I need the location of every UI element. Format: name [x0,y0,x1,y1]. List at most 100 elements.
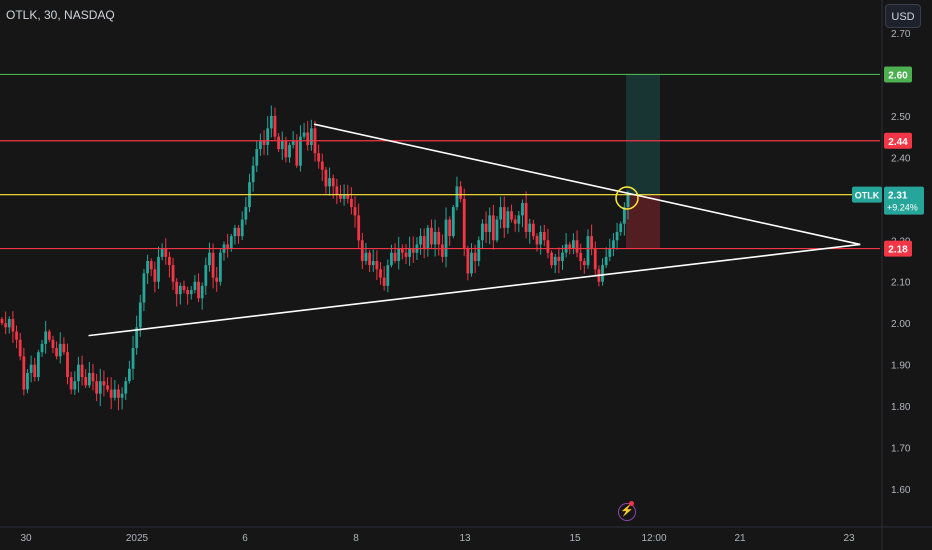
candle-body [168,256,171,266]
candle-body [153,269,157,282]
candle-body [542,231,546,241]
candle-body [444,219,448,257]
candle-body [535,236,539,245]
candle-body [84,377,88,386]
horizontal-lines [0,73,880,250]
current-price-bg [884,186,924,215]
candle-body [91,372,95,382]
candle-body [113,389,117,398]
candle-body [182,285,186,291]
candle-body [615,231,619,241]
candle-body [7,319,11,328]
candle-body [390,252,393,266]
candle-body [55,348,58,357]
candle-body [557,256,561,261]
candle-body [0,319,4,324]
candle-body [266,128,270,145]
candle-body [481,223,484,241]
candle-body [579,252,583,261]
candle-body [157,256,160,282]
candle-body [539,231,543,245]
candle-body [197,281,200,299]
candle-body [408,248,412,257]
candle-body [102,381,106,386]
candle-body [160,248,164,257]
candle-body [619,223,623,232]
candle-body [386,265,390,286]
candle-body [269,115,273,129]
candle-body [368,252,371,266]
candle-body [226,244,230,249]
candle-body [77,364,80,382]
candle-body [553,256,557,266]
candle-body [95,381,99,394]
price-label-text: 2.44 [888,137,908,148]
candle-body [164,248,168,257]
candle-body [255,149,259,166]
candle-body [426,227,430,249]
candle-body [506,211,510,228]
candle-body [237,227,240,237]
candle-body [262,140,266,145]
candle-body [26,372,29,390]
candle-body [601,265,604,282]
candle-body [295,140,299,166]
time-tick-label: 15 [569,533,581,544]
triangle-upper-line [313,123,861,246]
candle-body [360,240,364,261]
candle-body [142,273,146,303]
flash-icon[interactable]: ⚡ [618,503,636,521]
candle-body [400,248,404,253]
candle-body [73,381,77,390]
candle-body [233,227,237,237]
candle-body [320,161,324,170]
price-tick-label: 2.50 [891,112,911,123]
candle-body [44,331,48,344]
time-tick-label: 6 [242,533,248,544]
stop-zone [626,194,660,249]
price-label-text: 2.60 [888,70,908,81]
candle-body [106,385,109,390]
candle-body [459,186,462,199]
candle-body [590,236,594,249]
candle-body [33,364,37,378]
time-tick-label: 23 [843,533,855,544]
candle-body [251,165,255,183]
candle-body [513,219,517,224]
price-tick-label: 2.00 [891,319,911,330]
time-tick-label: 8 [353,533,359,544]
candles [0,105,630,411]
candle-body [568,244,572,249]
candle-body [531,223,535,237]
time-tick-label: 13 [459,533,471,544]
candle-body [561,252,564,261]
time-tick-label: 12:00 [641,533,666,544]
candle-body [22,356,26,390]
time-tick-label: 2025 [126,533,149,544]
candle-body [430,227,433,245]
candle-body [178,285,182,295]
candle-body [284,140,288,158]
candle-body [612,240,615,249]
candle-body [364,252,368,261]
price-label-bg [884,132,912,149]
candle-body [622,207,626,224]
candle-body [510,211,513,220]
candle-body [593,248,597,270]
candle-body [208,252,211,266]
candle-body [146,261,149,274]
candle-body [484,223,488,232]
candle-body [342,194,346,199]
candle-body [586,236,590,266]
candle-body [40,343,44,353]
currency-button[interactable]: USD [885,4,921,28]
candle-body [15,331,18,340]
candle-body [18,339,22,357]
candle-body [244,207,248,220]
target-zone [626,74,660,195]
candle-body [299,136,302,166]
candle-body [393,252,397,261]
candle-body [80,364,84,378]
candle-body [306,132,310,145]
